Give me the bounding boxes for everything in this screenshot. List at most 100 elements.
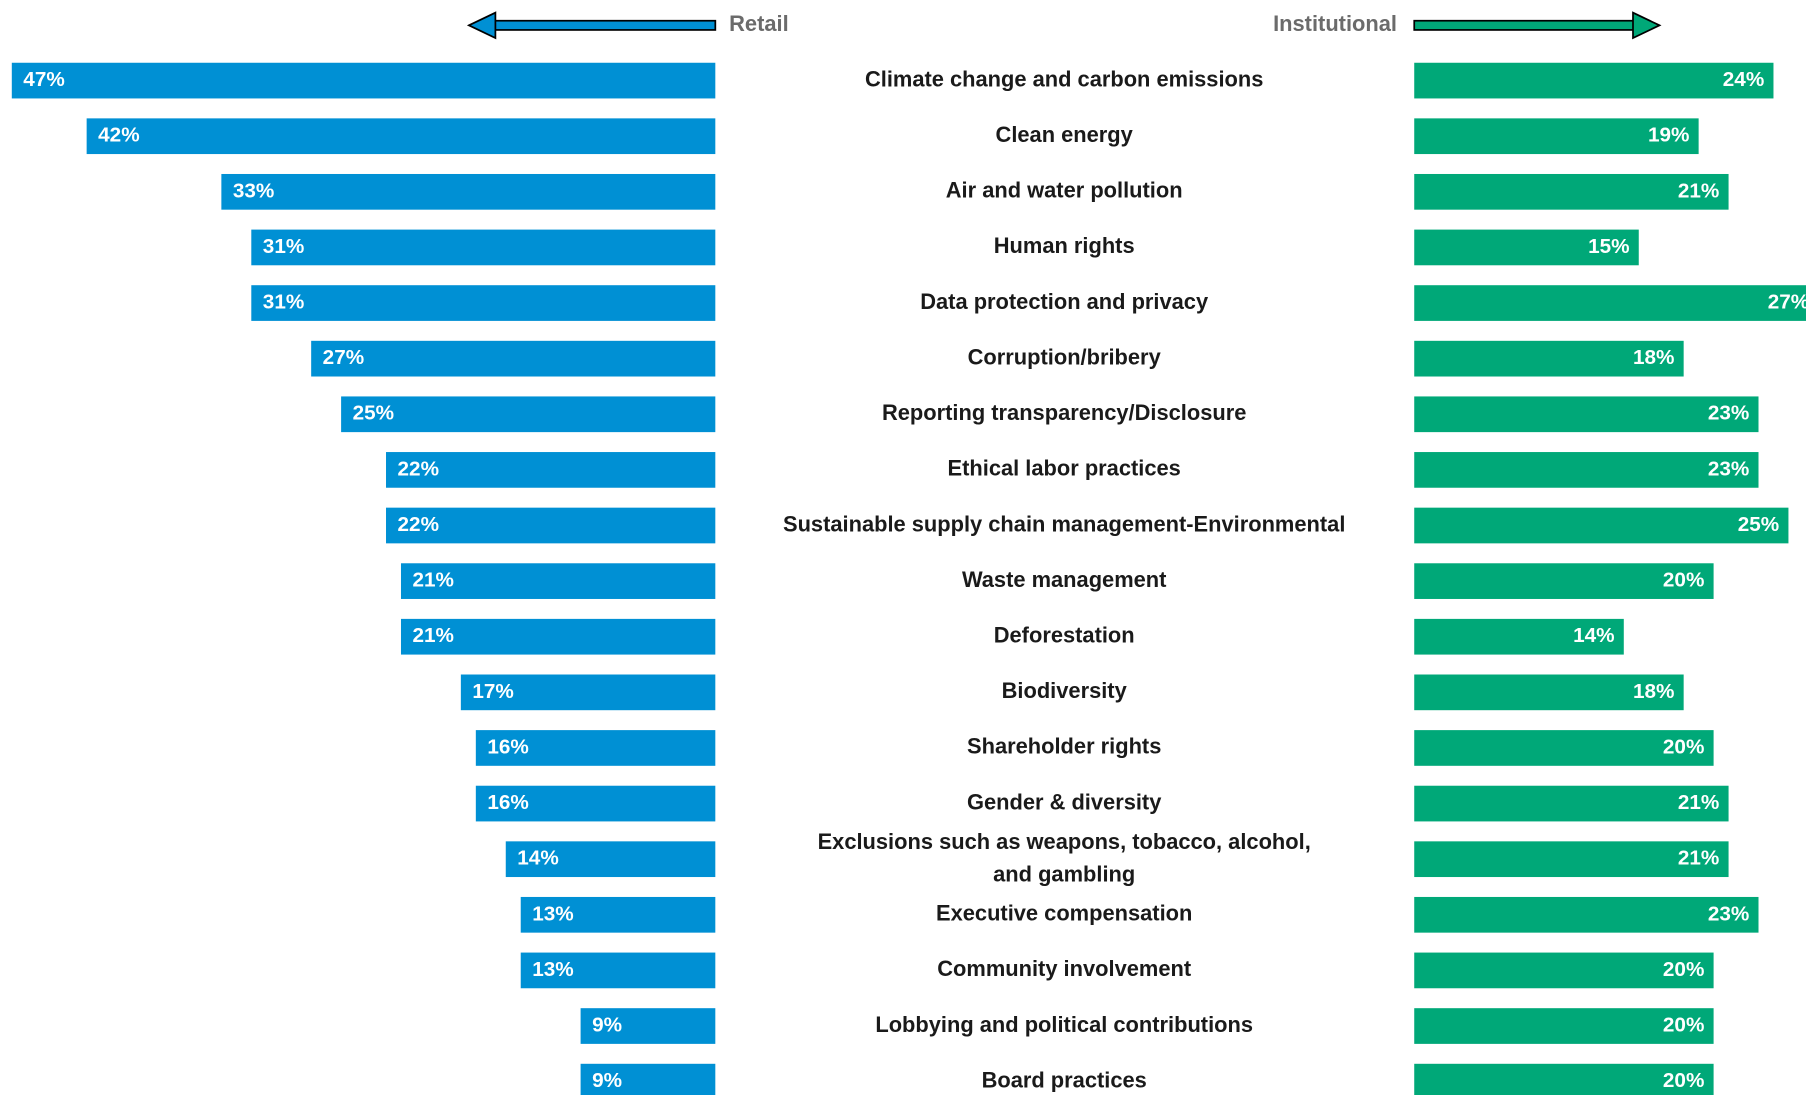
bar-institutional: [1414, 507, 1789, 544]
bar-institutional: [1414, 952, 1714, 989]
category-label: Board practices: [982, 1067, 1147, 1092]
category-label: Air and water pollution: [946, 178, 1183, 203]
value-label: 27%: [323, 346, 364, 369]
bar-retail: [580, 1008, 716, 1044]
value-label: 21%: [1678, 791, 1719, 814]
category-label: Executive compensation: [936, 901, 1192, 926]
category-label: Data protection and privacy: [920, 289, 1209, 314]
value-label: 23%: [1708, 402, 1749, 425]
value-label: 23%: [1708, 457, 1749, 480]
value-label: 25%: [353, 402, 394, 425]
bar-institutional: [1414, 841, 1729, 878]
bar-institutional: [1414, 62, 1774, 99]
category-label: Community involvement: [937, 956, 1192, 981]
bar-institutional: [1414, 563, 1714, 599]
value-label: 20%: [1663, 735, 1704, 758]
value-label: 24%: [1723, 68, 1764, 91]
value-label: 42%: [98, 124, 139, 147]
bar-retail: [86, 118, 716, 155]
category-label: Ethical labor practices: [948, 456, 1181, 481]
category-label: Reporting transparency/Disclosure: [882, 400, 1246, 425]
bar-institutional: [1414, 285, 1806, 321]
value-label: 15%: [1588, 235, 1629, 258]
bar-institutional: [1414, 674, 1684, 711]
bar-institutional: [1414, 452, 1759, 488]
bar-institutional: [1414, 173, 1729, 210]
value-label: 16%: [487, 791, 528, 814]
value-label: 19%: [1648, 124, 1689, 147]
value-label: 31%: [263, 235, 304, 258]
bar-institutional: [1414, 896, 1759, 933]
bar-institutional: [1414, 618, 1624, 655]
value-label: 25%: [1738, 513, 1779, 536]
bar-retail: [386, 452, 716, 488]
value-label: 13%: [532, 958, 573, 981]
value-label: 23%: [1708, 902, 1749, 925]
bar-institutional: [1414, 1063, 1714, 1095]
bar-retail: [221, 173, 716, 210]
bar-retail: [505, 841, 716, 878]
category-label: Climate change and carbon emissions: [865, 66, 1263, 91]
bar-institutional: [1414, 396, 1759, 433]
category-label: Shareholder rights: [967, 734, 1161, 759]
bar-retail: [251, 285, 716, 321]
category-label: Exclusions such as weapons, tobacco, alc…: [818, 829, 1311, 886]
value-label: 17%: [472, 680, 513, 703]
bar-retail: [475, 785, 716, 822]
bar-institutional: [1414, 229, 1639, 266]
bar-retail: [460, 674, 716, 711]
value-label: 20%: [1663, 1069, 1704, 1092]
value-label: 21%: [412, 569, 453, 592]
value-label: 18%: [1633, 680, 1674, 703]
value-label: 13%: [532, 902, 573, 925]
value-label: 21%: [412, 624, 453, 647]
value-label: 14%: [1573, 624, 1614, 647]
legend-retail: Retail: [729, 11, 789, 36]
value-label: 27%: [1768, 291, 1806, 314]
institutional-arrow: [1413, 11, 1662, 40]
retail-arrow: [466, 11, 717, 40]
bar-institutional: [1414, 340, 1684, 377]
category-label: Corruption/bribery: [968, 344, 1162, 369]
bar-retail: [580, 1063, 716, 1095]
value-label: 18%: [1633, 346, 1674, 369]
bar-institutional: [1414, 118, 1699, 155]
value-label: 21%: [1678, 179, 1719, 202]
category-label: Lobbying and political contributions: [875, 1012, 1253, 1037]
bar-retail: [251, 229, 716, 266]
category-label: Gender & diversity: [967, 789, 1162, 814]
category-label: Clean energy: [996, 122, 1134, 147]
value-label: 20%: [1663, 1013, 1704, 1036]
category-label: Waste management: [962, 567, 1167, 592]
bar-retail: [311, 340, 716, 377]
category-label: Deforestation: [994, 623, 1135, 648]
value-label: 33%: [233, 179, 274, 202]
bar-retail: [341, 396, 716, 433]
value-label: 14%: [517, 847, 558, 870]
value-label: 20%: [1663, 569, 1704, 592]
value-label: 31%: [263, 291, 304, 314]
bar-retail: [11, 62, 716, 99]
bar-retail: [386, 507, 716, 544]
bar-institutional: [1414, 785, 1729, 822]
legend-institutional: Institutional: [1273, 11, 1397, 36]
value-label: 22%: [398, 513, 439, 536]
category-label: Sustainable supply chain management-Envi…: [783, 511, 1345, 536]
value-label: 9%: [592, 1069, 622, 1092]
bar-retail: [520, 896, 716, 933]
bar-institutional: [1414, 730, 1714, 766]
value-label: 20%: [1663, 958, 1704, 981]
value-label: 22%: [398, 457, 439, 480]
value-label: 16%: [487, 735, 528, 758]
value-label: 21%: [1678, 847, 1719, 870]
category-label: Human rights: [994, 233, 1135, 258]
value-label: 47%: [23, 68, 64, 91]
value-label: 9%: [592, 1013, 622, 1036]
category-label: Biodiversity: [1002, 678, 1128, 703]
bar-retail: [400, 618, 716, 655]
bar-retail: [400, 563, 716, 599]
bar-retail: [475, 730, 716, 766]
bar-retail: [520, 952, 716, 989]
